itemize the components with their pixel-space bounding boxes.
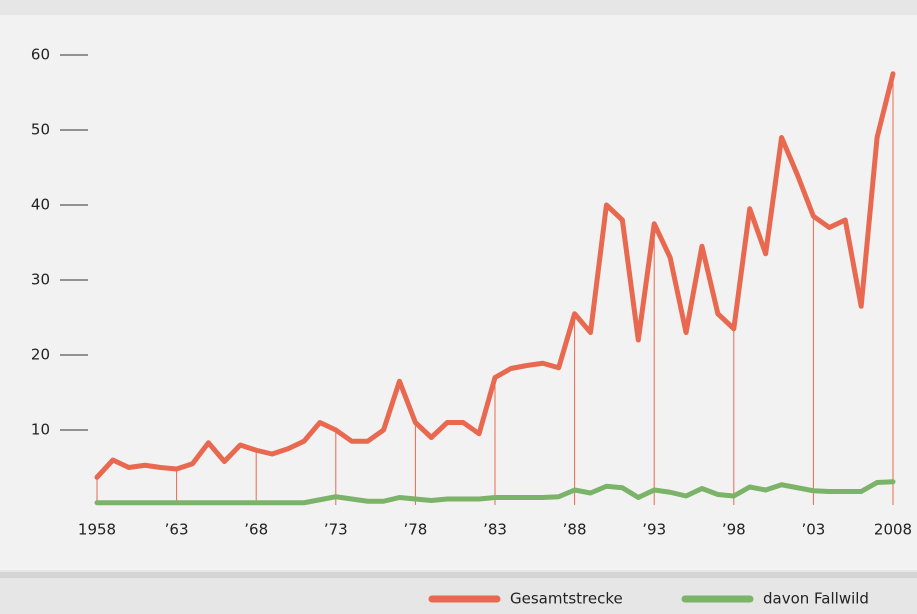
y-tick-label: 30 bbox=[31, 271, 50, 289]
y-tick-label: 40 bbox=[31, 196, 50, 214]
x-tick-label: ’78 bbox=[403, 521, 427, 539]
x-tick-label: ’88 bbox=[563, 521, 587, 539]
x-tick-label: ’83 bbox=[483, 521, 507, 539]
x-tick-label: ’93 bbox=[642, 521, 666, 539]
y-tick-label: 60 bbox=[31, 46, 50, 64]
y-tick-label: 10 bbox=[31, 421, 50, 439]
series-line bbox=[94, 71, 896, 480]
x-tick-label: ’63 bbox=[165, 521, 189, 539]
x-tick-label: ’98 bbox=[722, 521, 746, 539]
y-tick-label: 50 bbox=[31, 121, 50, 139]
separator bbox=[0, 572, 917, 578]
x-tick-label: ’68 bbox=[244, 521, 268, 539]
x-tick-label: 2008 bbox=[874, 521, 912, 539]
series-line bbox=[94, 479, 896, 506]
legend-label: davon Fallwild bbox=[763, 590, 869, 608]
x-tick-label: ’03 bbox=[801, 521, 825, 539]
legend-label: Gesamtstrecke bbox=[510, 590, 623, 608]
x-tick-label: 1958 bbox=[78, 521, 116, 539]
plot-panel bbox=[0, 15, 917, 570]
x-tick-label: ’73 bbox=[324, 521, 348, 539]
y-tick-label: 20 bbox=[31, 346, 50, 364]
